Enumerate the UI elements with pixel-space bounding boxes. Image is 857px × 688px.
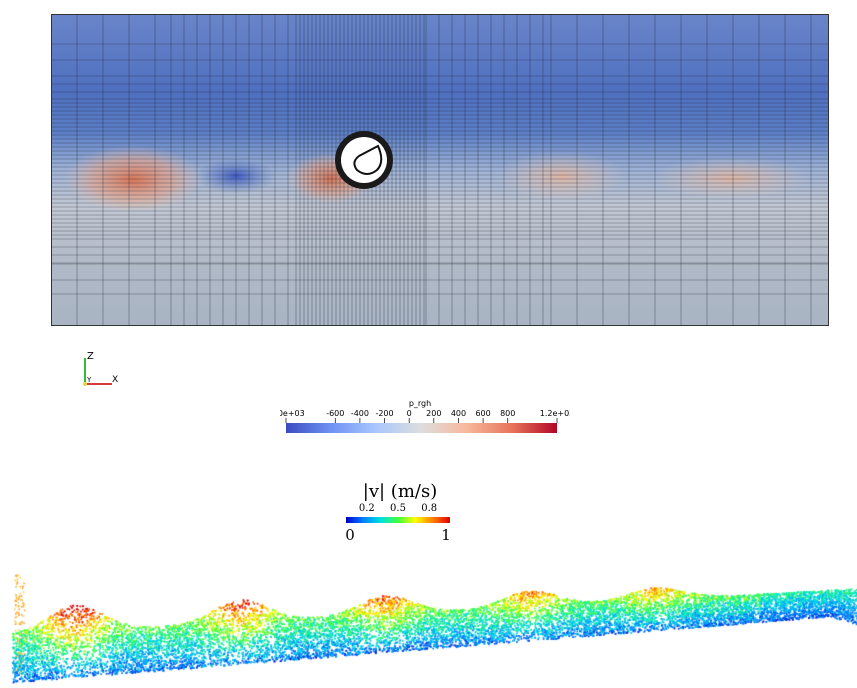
prgh-tick-label: 800 [500, 409, 515, 418]
pressure-crest-4 [651, 154, 811, 198]
axes-triad: Z Y X [78, 350, 122, 390]
prgh-colorbar: p_rgh -1.0e+03 1.2e+03 -600 -400 -200 0 200 4… [267, 396, 574, 440]
prgh-colorbar-gradient [286, 423, 557, 433]
prgh-colorbar-title: p_rgh [409, 399, 431, 408]
mesh-grid [51, 14, 829, 326]
prgh-tick-label: 400 [451, 409, 466, 418]
pressure-crest-1 [63, 142, 203, 210]
prgh-tick-label: 0 [407, 409, 412, 418]
vmag-max-label: 1 [441, 526, 451, 544]
prgh-tick-label: -600 [326, 409, 344, 418]
particle-velocity-panel [0, 566, 857, 684]
y-axis-label: Y [86, 376, 92, 384]
mesh-pressure-plot [51, 14, 829, 326]
particle-velocity-plot [0, 566, 857, 684]
vmag-colorbar-gradient [346, 517, 450, 523]
prgh-tick-label: 600 [475, 409, 490, 418]
pressure-crest-3 [496, 148, 626, 200]
cylinder-body [335, 131, 393, 189]
prgh-min-label: -1.0e+03 [280, 409, 305, 418]
vmag-min-label: 0 [345, 526, 355, 544]
prgh-tick-label: 200 [426, 409, 441, 418]
prgh-tick-label: -400 [351, 409, 369, 418]
prgh-max-label: 1.2e+03 [540, 409, 570, 418]
mesh-border [51, 14, 829, 326]
y-axis-marker [83, 382, 87, 386]
vmag-tick-label: 0.5 [390, 503, 406, 514]
z-axis-label: Z [87, 351, 94, 362]
x-axis-label: X [112, 375, 118, 385]
vmag-colorbar: |v| (m/s) 0.2 0.5 0.8 0 1 [330, 478, 470, 544]
vmag-tick-label: 0.2 [359, 503, 375, 514]
mesh-pressure-panel [51, 14, 829, 326]
vmag-tick-label: 0.8 [421, 503, 437, 514]
prgh-tick-label: -200 [375, 409, 393, 418]
vmag-colorbar-title: |v| (m/s) [363, 481, 437, 502]
